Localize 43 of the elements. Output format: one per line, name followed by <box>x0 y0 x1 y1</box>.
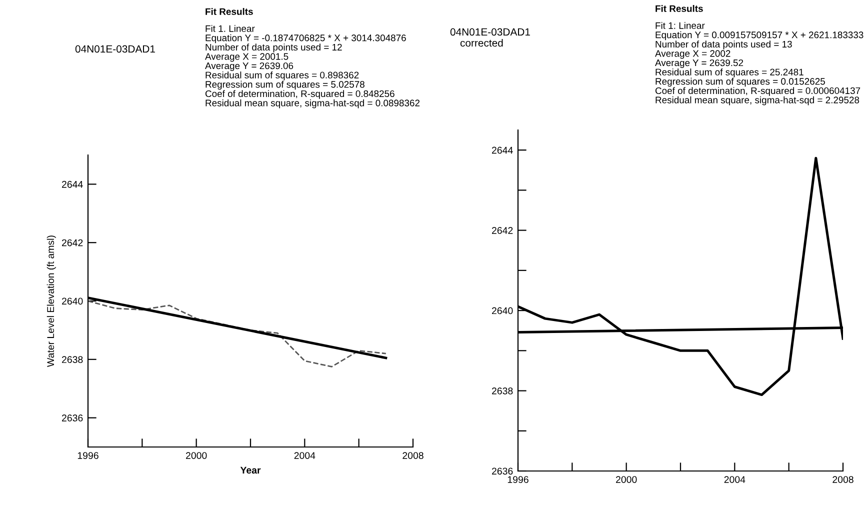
x-tick-label: 2008 <box>832 476 854 483</box>
x-tick-label: 2000 <box>186 452 207 459</box>
chart-subtitle: corrected <box>460 39 503 47</box>
text: Residual mean square, sigma-hat-sqd = 2.29528 <box>656 96 860 106</box>
x-tick-label: 1996 <box>78 452 98 459</box>
y-tick-label: 2644 <box>62 180 83 188</box>
y-axis-title: Water Level Elevation (ft amsl) <box>46 236 56 367</box>
x-tick-label: 2000 <box>616 476 637 483</box>
y-tick-label: 2640 <box>492 307 513 314</box>
text: Number of data points used = 13 <box>656 40 792 50</box>
text: Regression sum of squares = 5.02578 <box>206 80 364 90</box>
x-axis-title: Year <box>240 466 261 474</box>
text: Residual sum of squares = 25.2481 <box>656 68 804 78</box>
text: Number of data points used = 12 <box>206 44 342 52</box>
text: Coef of determination, R-squared = 0.000604137 <box>655 87 860 96</box>
text: Average Y = 2639.52 <box>655 59 744 68</box>
chart-title: 04N01E-03DAD1 <box>450 28 530 36</box>
y-tick-label: 2638 <box>492 388 513 394</box>
text: Average Y = 2639.06 <box>205 62 294 72</box>
text: Residual mean square, sigma-hat-sqd = 0.0898362 <box>206 99 420 108</box>
text: Equation Y = 0.009157509157 * X + 2621.183333 <box>656 31 864 40</box>
text: Average X = 2002 <box>655 50 730 59</box>
text: Fit Results <box>206 8 253 15</box>
y-tick-label: 2644 <box>492 146 513 154</box>
text: Coef of determination, R-squared = 0.848256 <box>205 90 394 99</box>
y-tick-label: 2640 <box>62 298 83 305</box>
x-tick-label: 2004 <box>294 452 316 459</box>
y-tick-label: 2642 <box>62 239 83 246</box>
x-tick-label: 1996 <box>508 476 528 483</box>
text: Fit 1. Linear <box>206 25 255 32</box>
text: Fit 1: Linear <box>656 22 705 29</box>
text: Average X = 2001.5 <box>205 53 288 62</box>
y-tick-label: 2642 <box>492 227 513 234</box>
text: Equation Y = -0.1874706825 * X + 3014.304876 <box>206 34 406 44</box>
text: Regression sum of squares = 0.0152625 <box>656 78 825 87</box>
x-tick-label: 2004 <box>724 476 746 483</box>
y-tick-label: 2636 <box>62 414 83 422</box>
x-tick-label: 2008 <box>402 452 424 459</box>
chart-title: 04N01E-03DAD1 <box>75 45 155 53</box>
y-tick-label: 2638 <box>62 356 83 364</box>
text: Residual sum of squares = 0.898362 <box>206 72 359 80</box>
text: Fit Results <box>656 5 703 12</box>
y-tick-label: 2636 <box>492 468 513 475</box>
